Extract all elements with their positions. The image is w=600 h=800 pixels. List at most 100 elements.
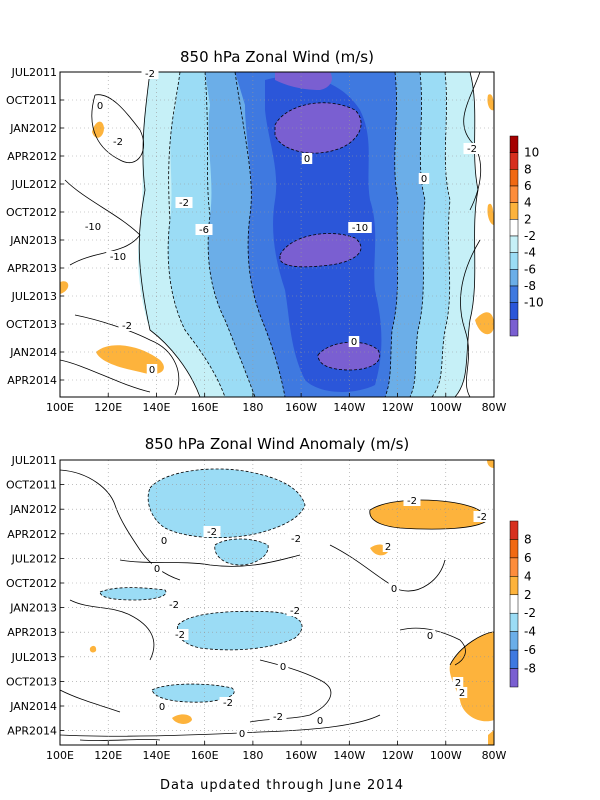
y-tick-label: APR2013 xyxy=(7,626,57,639)
contour-label: -2 xyxy=(122,321,132,332)
y-tick-label: APR2014 xyxy=(7,374,57,387)
colorbar-swatch xyxy=(509,594,519,614)
contour-label-bg xyxy=(301,153,313,164)
colorbar-label: 6 xyxy=(524,179,532,193)
contour-label: 0 xyxy=(280,662,286,673)
chart-title: 850 hPa Zonal Wind Anomaly (m/s) xyxy=(145,435,410,453)
contour-label: -2 xyxy=(467,144,477,155)
anomaly-pos-7 xyxy=(488,730,494,745)
anomaly-pos-6 xyxy=(487,460,494,468)
y-tick-label: JUL2012 xyxy=(11,178,57,191)
contour-lines-1 xyxy=(60,72,482,397)
colorbar-swatch xyxy=(509,152,519,170)
y-tick-label: JUL2011 xyxy=(11,66,57,79)
plot-frame-1 xyxy=(59,71,495,398)
colorbar-swatch xyxy=(509,520,519,540)
anomaly-pos-1 xyxy=(369,500,486,530)
contour-label: 0 xyxy=(97,101,103,112)
contour-label-bg xyxy=(463,143,481,154)
colorbar-label: -4 xyxy=(524,625,536,639)
contour-label: 0 xyxy=(391,584,397,595)
anomaly-pos-4 xyxy=(172,714,192,724)
colorbar-label: 4 xyxy=(524,569,532,583)
contour-label-bg xyxy=(382,541,394,552)
contour-label-bg xyxy=(277,661,289,672)
contour-label: 0 xyxy=(239,729,245,740)
x-tick-label: 120E xyxy=(94,401,122,414)
contour-label: 2 xyxy=(455,678,461,689)
contour-label: -2 xyxy=(179,198,189,209)
contour-label-bg xyxy=(109,136,127,147)
y-axis-2: JUL2011 OCT2011 JAN2012 APR2012 JUL2012 OCT20… xyxy=(6,454,64,738)
x-axis-1: 100E 120E 140E 160E 180 160W 140W 120W 100W 80W xyxy=(46,393,507,414)
contour-label: -10 xyxy=(110,252,126,263)
y-tick-label: JAN2014 xyxy=(9,700,57,713)
y-tick-label: JUL2013 xyxy=(11,651,57,664)
contour-fill-core-1 xyxy=(275,72,332,90)
colorbar-swatch xyxy=(509,319,519,337)
colorbar-label: -8 xyxy=(524,279,536,293)
y-tick-label: APR2012 xyxy=(7,528,57,541)
contour-labels-1: -2 0 -2 -2 0 0 -2 -10 -6 -10 -10 -2 0 0 xyxy=(81,68,481,376)
footer-note: Data updated through June 2014 xyxy=(160,778,404,793)
contour-label: -2 xyxy=(477,512,487,523)
contour-label-bg xyxy=(94,100,106,111)
x-tick-label: 160W xyxy=(285,749,317,762)
colorbar-2: 8 6 4 2 -2 -4 -6 -8 xyxy=(509,520,536,688)
y-tick-label: JUL2013 xyxy=(11,290,57,303)
contour-label: -10 xyxy=(85,222,101,233)
colorbar-swatch xyxy=(509,219,519,237)
contour-label: -2 xyxy=(290,606,300,617)
contour-label: -2 xyxy=(407,496,417,507)
contour-label: 0 xyxy=(351,337,357,348)
colorbar-swatch xyxy=(509,668,519,688)
contour-label: -2 xyxy=(207,527,217,538)
contour-label-bg xyxy=(314,715,326,726)
contour-label-bg xyxy=(403,495,421,506)
y-tick-label: JAN2012 xyxy=(9,122,57,135)
contour-label-bg xyxy=(388,583,400,594)
y-tick-label: JAN2013 xyxy=(9,602,57,615)
contour-label: -2 xyxy=(291,534,301,545)
contour-label: -2 xyxy=(169,600,179,611)
x-tick-label: 120W xyxy=(382,401,414,414)
westerly-patch-4 xyxy=(475,312,494,335)
colorbar-swatch xyxy=(509,576,519,596)
anomaly-neg-5 xyxy=(152,684,235,703)
x-tick-label: 180 xyxy=(242,749,263,762)
contour-label: -2 xyxy=(145,69,155,80)
y-tick-label: OCT2012 xyxy=(6,206,57,219)
y-tick-label: JAN2014 xyxy=(9,346,57,359)
colorbar-swatch xyxy=(509,302,519,320)
contour-label-bg xyxy=(175,197,193,208)
contour-fill-core-3 xyxy=(280,233,361,267)
colorbar-label: -2 xyxy=(524,229,536,243)
x-tick-label: 120W xyxy=(382,749,414,762)
contour-label-bg xyxy=(456,687,468,698)
contour-label: 2 xyxy=(459,688,465,699)
plot-area-1 xyxy=(60,72,494,397)
x-tick-label: 160W xyxy=(285,401,317,414)
colorbar-swatch xyxy=(509,185,519,203)
contour-label-bg xyxy=(165,599,183,610)
colorbar-label: -6 xyxy=(524,262,536,276)
y-tick-label: JAN2013 xyxy=(9,234,57,247)
x-tick-label: 140E xyxy=(142,401,170,414)
westerly-patch-6 xyxy=(487,203,494,225)
colorbar-swatch xyxy=(509,202,519,220)
colorbar-swatch xyxy=(509,631,519,651)
contour-label: -2 xyxy=(113,137,123,148)
contour-label-bg xyxy=(156,701,168,712)
x-tick-label: 100E xyxy=(46,749,74,762)
colorbar-swatch xyxy=(509,539,519,559)
contour-label: 0 xyxy=(154,564,160,575)
anomaly-neg-4 xyxy=(177,611,303,650)
colorbar-swatch xyxy=(509,557,519,577)
chart-title: 850 hPa Zonal Wind (m/s) xyxy=(180,48,374,66)
x-axis-2: 100E 120E 140E 160E 180 160W 140W 120W 100W 80W xyxy=(46,741,507,762)
colorbar-label: 10 xyxy=(524,146,539,160)
colorbar-swatch xyxy=(509,135,519,153)
x-tick-label: 100W xyxy=(430,401,462,414)
colorbar-swatch xyxy=(509,269,519,287)
contour-label: 0 xyxy=(159,702,165,713)
